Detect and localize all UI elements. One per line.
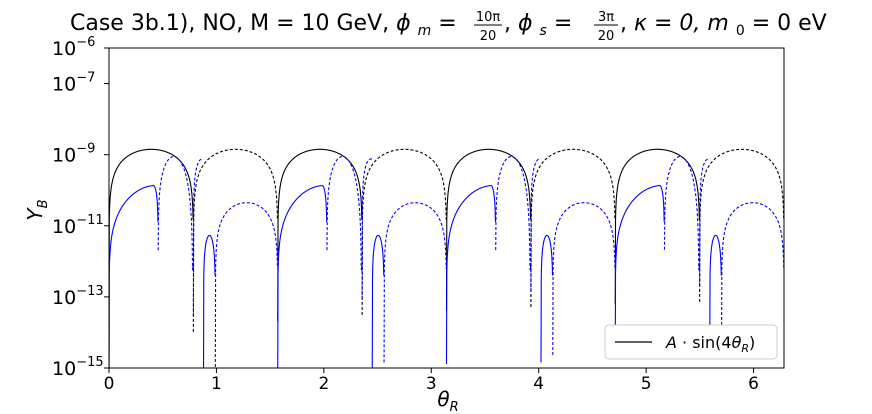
title-phi-m-sub: m [418, 23, 432, 39]
blue-curve-negative-segment [157, 156, 194, 270]
y-tick-label: 10−15 [52, 355, 104, 380]
blue-curve-positive-segment [277, 184, 328, 368]
y-tick-label: 10−6 [52, 35, 95, 60]
y-tick-label: 10−7 [52, 71, 95, 96]
x-axis-label: θR [437, 387, 458, 414]
black-curve-positive-segment [614, 148, 700, 305]
blue-curve-positive-segment [371, 234, 385, 368]
blue-curve-negative-segment [326, 156, 362, 270]
legend: A · sin(4θR) [604, 324, 778, 360]
title-m0-value: = 0 eV [752, 11, 827, 36]
blue-curve-negative-segment [383, 202, 447, 363]
title-phi-m-num: 10π [476, 10, 501, 25]
blue-curve-positive-segment [202, 234, 216, 368]
plot-area [108, 47, 785, 369]
blue-curve-negative-segment [552, 202, 616, 355]
title-phi-s-sub: s [540, 23, 547, 39]
blue-curve-negative-segment [495, 156, 531, 270]
title-phi-m: ϕ [396, 11, 411, 36]
svg-text:Case 3b.1), NO, M = 10 GeV,: Case 3b.1), NO, M = 10 GeV, ϕ m = [70, 11, 457, 41]
legend-label: A · sin(4θR) [665, 333, 755, 355]
y-tick-label: 10−9 [52, 142, 95, 167]
blue-curve-positive-segment [445, 184, 496, 365]
blue-curve-negative-segment [663, 156, 700, 271]
title-kappa: κ = 0, [634, 11, 707, 36]
chart-title: Case 3b.1), NO, M = 10 GeV, ϕ m = 10π 20… [70, 10, 827, 44]
blue-curve-negative-segment [192, 158, 204, 316]
blue-curve-negative-segment [530, 158, 541, 291]
svg-text:, κ = 0, m: , κ = 0, m 0 = 0 eV [620, 11, 827, 41]
blue-curve-positive-segment [540, 234, 554, 363]
black-curve-positive-segment [277, 148, 363, 322]
x-tick-label: 4 [533, 374, 544, 394]
blue-curve-negative-segment [214, 202, 279, 368]
x-tick-label: 1 [211, 374, 222, 394]
blue-curve-positive-segment [614, 184, 665, 358]
axis-ticks: 0 1 2 3 4 5 6 10−6 10−7 10−9 10−11 10−13 10−15 [52, 35, 759, 394]
y-tick-label: 10−11 [52, 213, 104, 238]
title-phi-s: ϕ [518, 11, 533, 36]
y-axis-label: YB [23, 199, 51, 220]
blue-curve-positive-segment [709, 234, 722, 358]
x-tick-label: 5 [641, 374, 652, 394]
black-curve-positive-segment [445, 148, 532, 311]
black-curve-negative-segment [361, 148, 447, 315]
blue-curve-negative-segment [721, 202, 784, 350]
y-tick-label: 10−13 [52, 284, 104, 309]
black-curve-negative-segment [192, 148, 279, 332]
title-m0: m [707, 11, 728, 36]
title-phi-m-den: 20 [480, 29, 497, 44]
title-phi-s-num: 3π [598, 10, 614, 25]
black-curve-negative-segment [699, 148, 784, 302]
svg-text:, ϕ s =: , ϕ s = [504, 11, 572, 41]
curves [109, 148, 784, 368]
black-curve-positive-segment [109, 148, 194, 368]
title-m0-sub: 0 [736, 23, 745, 39]
blue-curve-positive-segment [109, 184, 159, 368]
blue-curve-negative-segment [699, 158, 710, 286]
title-prefix: Case 3b.1), NO, M = 10 GeV, [70, 11, 396, 36]
x-tick-label: 3 [426, 374, 437, 394]
black-curve-negative-segment [530, 148, 616, 308]
title-phi-s-den: 20 [598, 29, 615, 44]
x-tick-label: 0 [104, 374, 115, 394]
x-tick-label: 6 [748, 374, 759, 394]
x-tick-label: 2 [318, 374, 329, 394]
blue-curve-negative-segment [361, 158, 373, 299]
